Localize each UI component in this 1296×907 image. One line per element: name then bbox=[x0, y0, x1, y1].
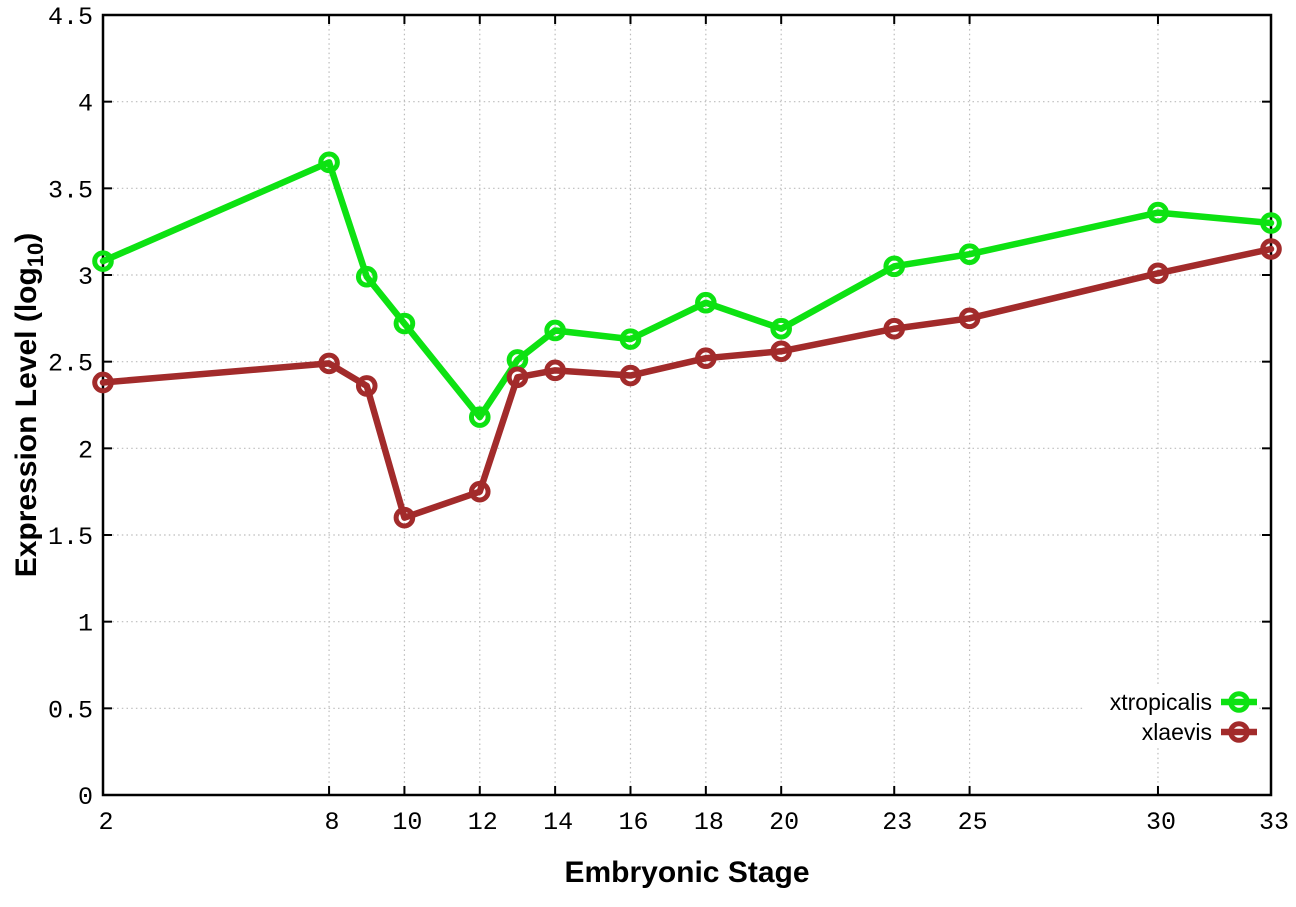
series-xtropicalis bbox=[92, 151, 1282, 428]
xlaevis-data-point-marker bbox=[92, 371, 114, 394]
xtropicalis-data-point-marker bbox=[1147, 201, 1169, 224]
xlaevis-data-point-marker bbox=[695, 347, 717, 370]
xtropicalis-data-point-marker bbox=[619, 328, 642, 350]
x-tick-label: 18 bbox=[694, 808, 724, 837]
xlaevis-data-point-marker bbox=[619, 364, 642, 387]
x-tick-label: 2 bbox=[98, 808, 113, 837]
x-tick-label: 23 bbox=[882, 808, 912, 837]
x-tick-label: 10 bbox=[392, 808, 422, 837]
xtropicalis-data-point-marker bbox=[544, 319, 566, 342]
x-tick-label: 14 bbox=[543, 808, 573, 837]
y-tick-label: 4 bbox=[78, 90, 93, 119]
x-tick-label: 12 bbox=[468, 808, 498, 837]
legend-marker-sample bbox=[1228, 721, 1250, 743]
xlaevis-data-point-marker bbox=[544, 359, 566, 382]
legend-label-xtropicalis: xtropicalis bbox=[1110, 689, 1212, 715]
xlaevis-data-point-marker bbox=[883, 317, 906, 340]
xtropicalis-data-point-marker bbox=[393, 312, 416, 335]
y-tick-label: 3 bbox=[78, 263, 93, 292]
legend-background bbox=[1085, 684, 1257, 748]
xlaevis-data-point-marker bbox=[1260, 238, 1282, 260]
xtropicalis-data-point-marker bbox=[770, 317, 792, 340]
xtropicalis-data-point-marker bbox=[883, 255, 906, 278]
series-xlaevis bbox=[92, 238, 1282, 529]
x-tick-label: 16 bbox=[618, 808, 648, 837]
y-axis-title: Expression Level (log10) bbox=[10, 233, 48, 578]
xtropicalis-data-point-marker bbox=[92, 250, 114, 272]
legend-label-xlaevis: xlaevis bbox=[1142, 719, 1212, 745]
legend: xtropicalis xlaevis bbox=[1085, 684, 1257, 748]
y-tick-label: 1 bbox=[78, 610, 93, 639]
xlaevis-data-point-marker bbox=[770, 340, 792, 363]
x-axis-title: Embryonic Stage bbox=[564, 856, 809, 889]
xtropicalis-data-point-marker bbox=[958, 243, 981, 265]
xtropicalis-data-point-marker bbox=[318, 151, 340, 174]
y-tick-label: 2.5 bbox=[48, 350, 93, 379]
xlaevis-data-point-marker bbox=[958, 307, 981, 330]
xlaevis-data-point-marker bbox=[1147, 262, 1169, 285]
tick-marks bbox=[102, 14, 1272, 796]
xlaevis-data-point-marker bbox=[468, 480, 491, 503]
x-tick-label: 25 bbox=[958, 808, 988, 837]
xtropicalis-data-point-marker bbox=[468, 406, 491, 428]
xtropicalis-data-point-marker bbox=[1260, 212, 1282, 234]
y-tick-label: 2 bbox=[78, 436, 93, 465]
xtropicalis-data-point-marker bbox=[695, 291, 717, 314]
x-tick-label: 33 bbox=[1259, 808, 1289, 837]
y-tick-label: 0.5 bbox=[48, 696, 93, 725]
legend-marker-sample bbox=[1228, 691, 1250, 713]
xlaevis-data-point-marker bbox=[393, 506, 416, 529]
xlaevis-data-point-marker bbox=[355, 375, 378, 397]
xlaevis-data-point-marker bbox=[506, 366, 529, 389]
y-tick-label: 0 bbox=[78, 783, 93, 812]
y-tick-label: 1.5 bbox=[48, 523, 93, 552]
x-tick-label: 30 bbox=[1146, 808, 1176, 837]
y-tick-label: 3.5 bbox=[48, 176, 93, 205]
plot-border bbox=[101, 13, 1273, 797]
x-tick-label: 8 bbox=[325, 808, 340, 837]
xlaevis-line bbox=[99, 245, 1275, 521]
y-tick-label: 4.5 bbox=[48, 3, 93, 32]
x-tick-label: 20 bbox=[769, 808, 799, 837]
xlaevis-data-point-marker bbox=[318, 352, 340, 375]
xtropicalis-data-point-marker bbox=[355, 265, 378, 288]
